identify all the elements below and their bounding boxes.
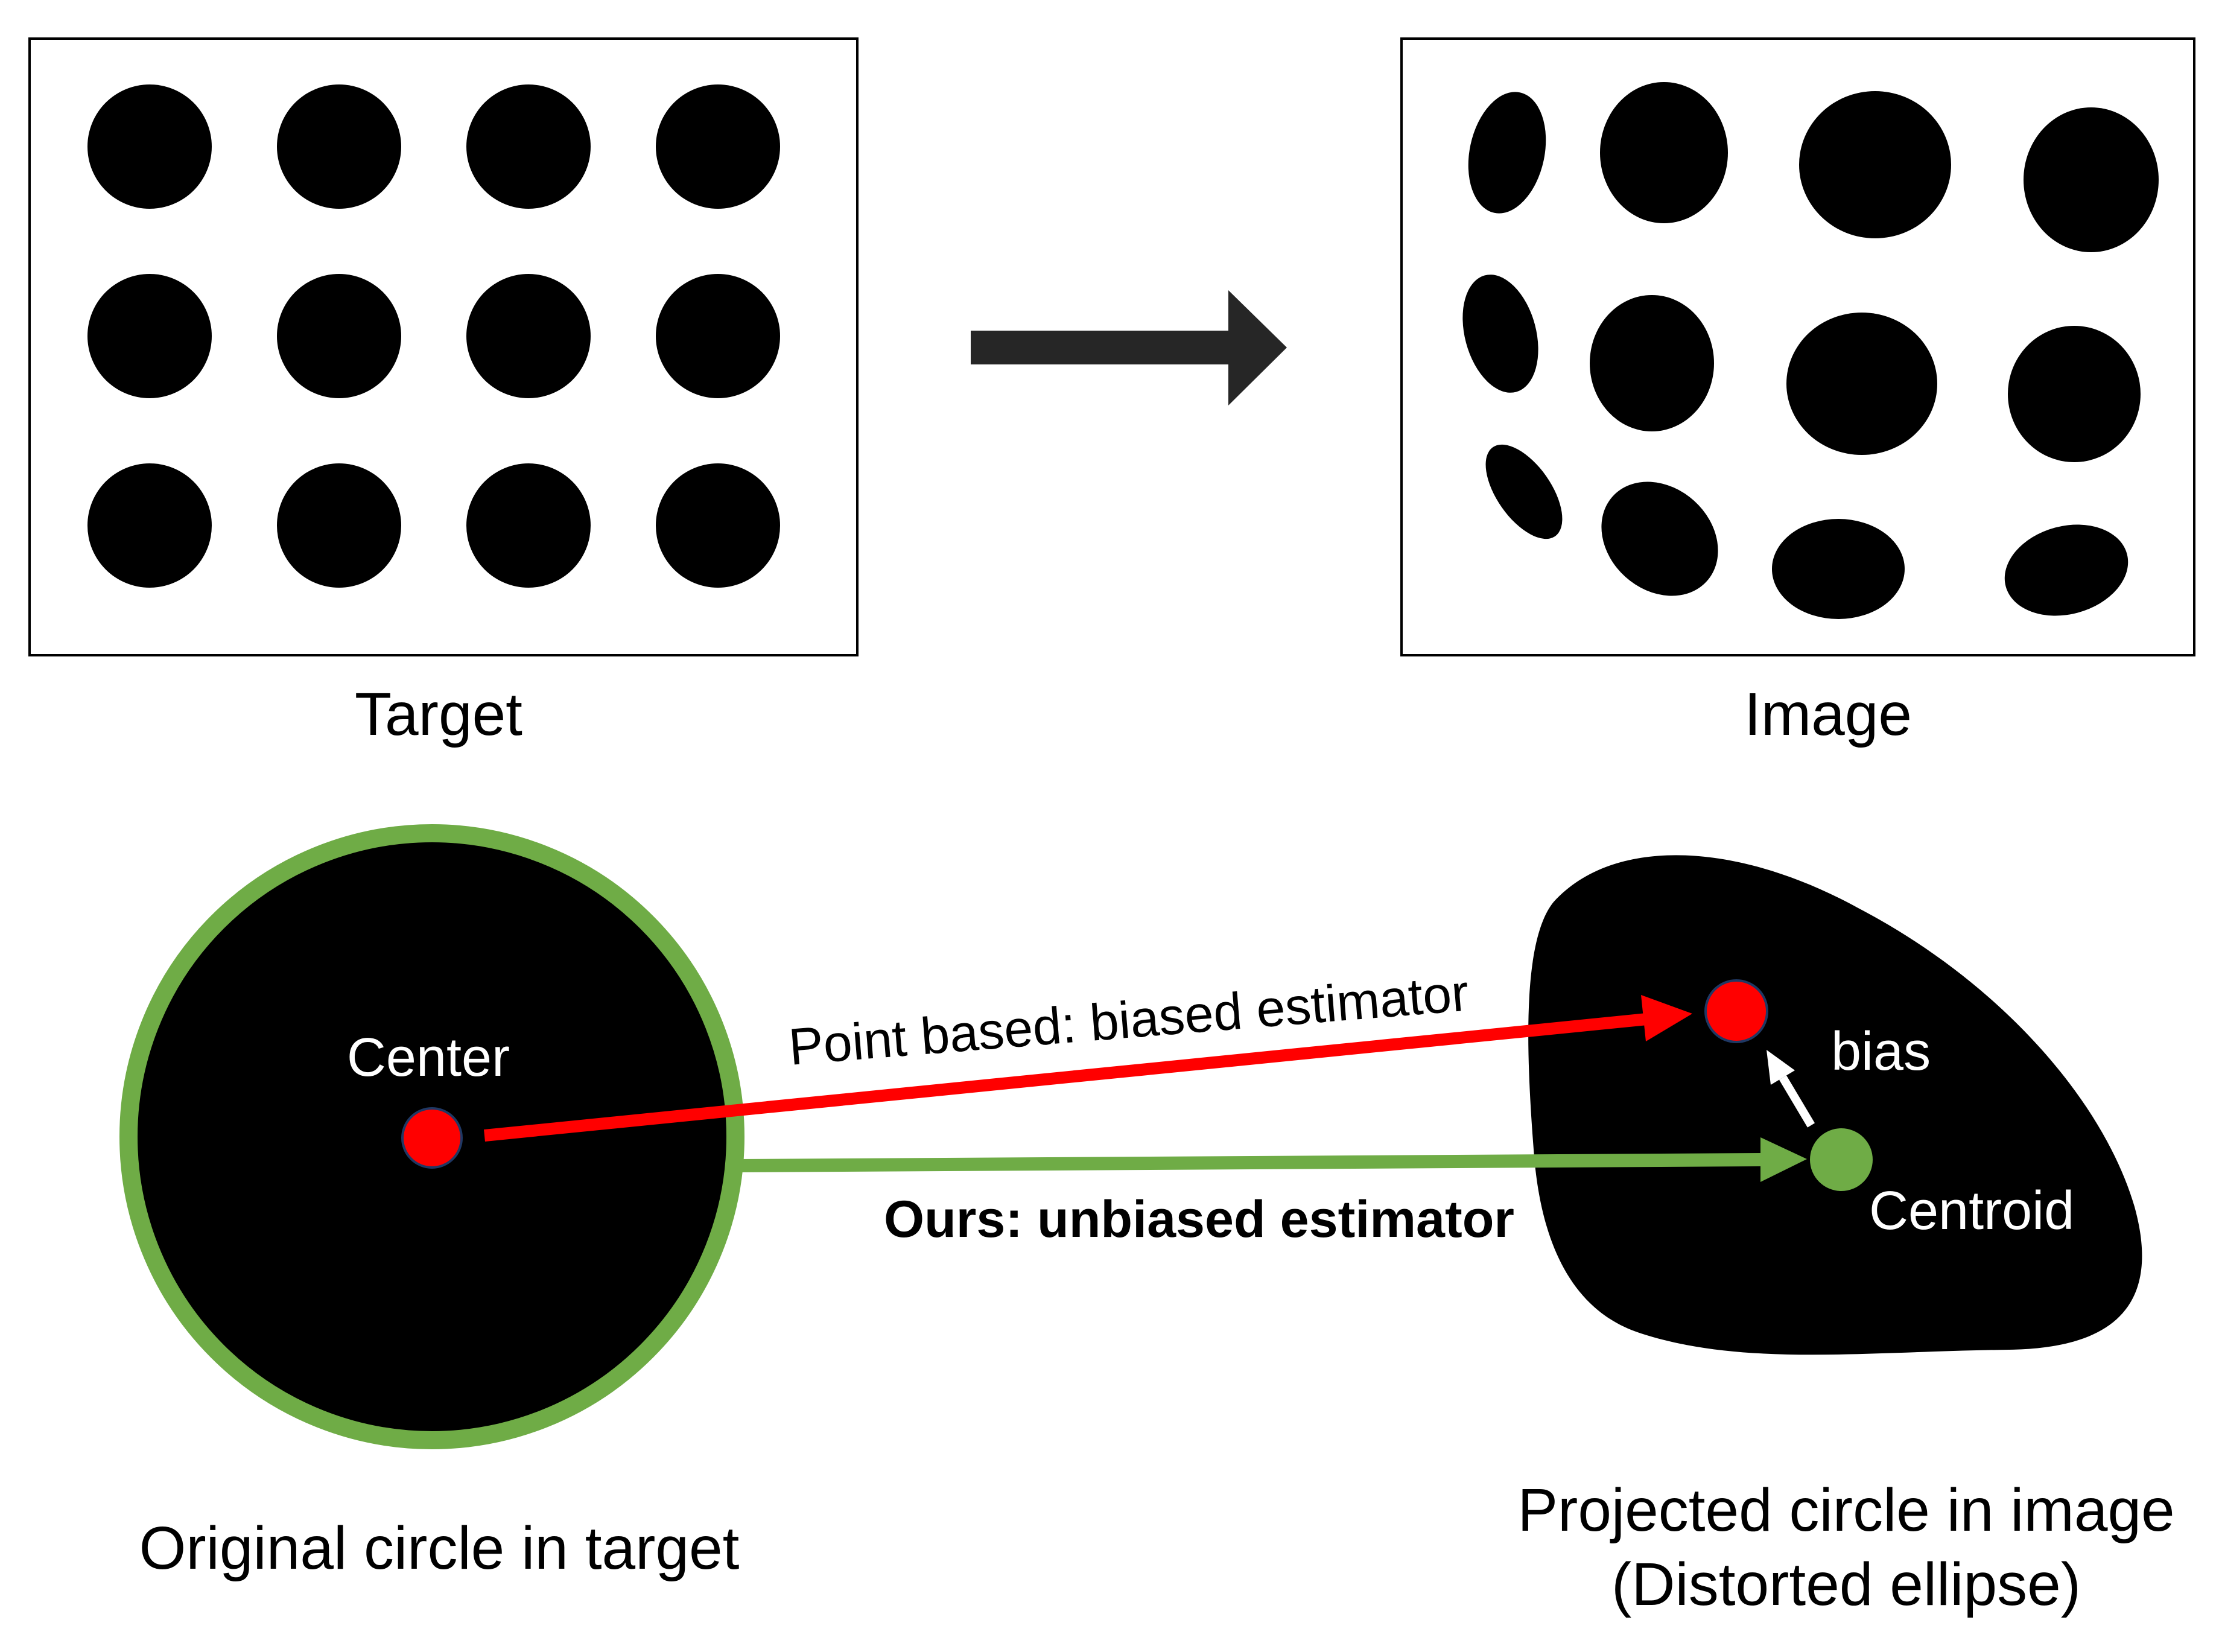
center-label: Center: [347, 1028, 510, 1088]
ours-label: Ours: unbiased estimator: [884, 1190, 1514, 1248]
target-dot: [87, 84, 212, 209]
distorted-dot: [1590, 295, 1714, 431]
target-panel: Target: [28, 37, 859, 748]
projected-distorted-ellipse: [1528, 855, 2142, 1355]
image-label: Image: [1744, 681, 1912, 748]
projected-shape-group: bias Centroid Projected circle in image …: [1517, 855, 2175, 1618]
target-dot: [656, 84, 780, 209]
distorted-dot: [1799, 91, 1951, 238]
distorted-dot: [1485, 444, 1563, 539]
centroid-label: Centroid: [1869, 1181, 2074, 1241]
bias-label: bias: [1831, 1021, 1931, 1082]
target-dot: [277, 463, 401, 588]
target-dot: [87, 274, 212, 398]
target-dot: [466, 84, 591, 209]
target-dot: [656, 463, 780, 588]
distorted-dot: [1600, 82, 1728, 223]
target-dot-grid: [87, 84, 780, 588]
distorted-dot: [1601, 481, 1718, 596]
distorted-dot: [2024, 107, 2159, 252]
target-dot: [277, 274, 401, 398]
distorted-dot-grid: [1462, 82, 2159, 619]
distorted-dot: [2004, 524, 2129, 616]
target-label: Target: [355, 681, 522, 748]
point-based-label: Point based: biased estimator: [787, 964, 1471, 1076]
distorted-dot: [1786, 313, 1937, 455]
unbiased-arrow-head: [1760, 1137, 1807, 1182]
projected-caption-line2: (Distorted ellipse): [1611, 1551, 2081, 1618]
bias-arrow-shaft: [1779, 1075, 1815, 1128]
biased-estimate-point: [1704, 979, 1768, 1043]
image-panel: Image: [1400, 37, 2195, 748]
target-dot: [466, 463, 591, 588]
biased-arrow-head: [1641, 995, 1692, 1041]
mapping-arrow: [971, 290, 1287, 405]
distorted-dot: [1772, 519, 1905, 619]
target-dot: [87, 463, 212, 588]
distorted-dot: [1468, 92, 1546, 214]
target-dot: [466, 274, 591, 398]
original-circle-group: Center Original circle in target: [119, 824, 744, 1582]
distorted-dot: [1462, 275, 1538, 393]
bias-arrow: [1767, 1050, 1815, 1128]
target-dot: [656, 274, 780, 398]
biased-arrow-shaft: [484, 1013, 1648, 1142]
centroid-point: [1810, 1128, 1873, 1191]
target-dot: [277, 84, 401, 209]
bias-arrow-head: [1767, 1050, 1795, 1085]
distorted-dot: [2008, 326, 2141, 462]
original-circle-caption: Original circle in target: [139, 1514, 740, 1582]
center-point: [401, 1107, 463, 1169]
projected-caption-line1: Projected circle in image: [1517, 1476, 2174, 1544]
unbiased-mapping: Ours: unbiased estimator: [736, 1137, 1807, 1248]
unbiased-arrow-shaft: [736, 1153, 1762, 1172]
